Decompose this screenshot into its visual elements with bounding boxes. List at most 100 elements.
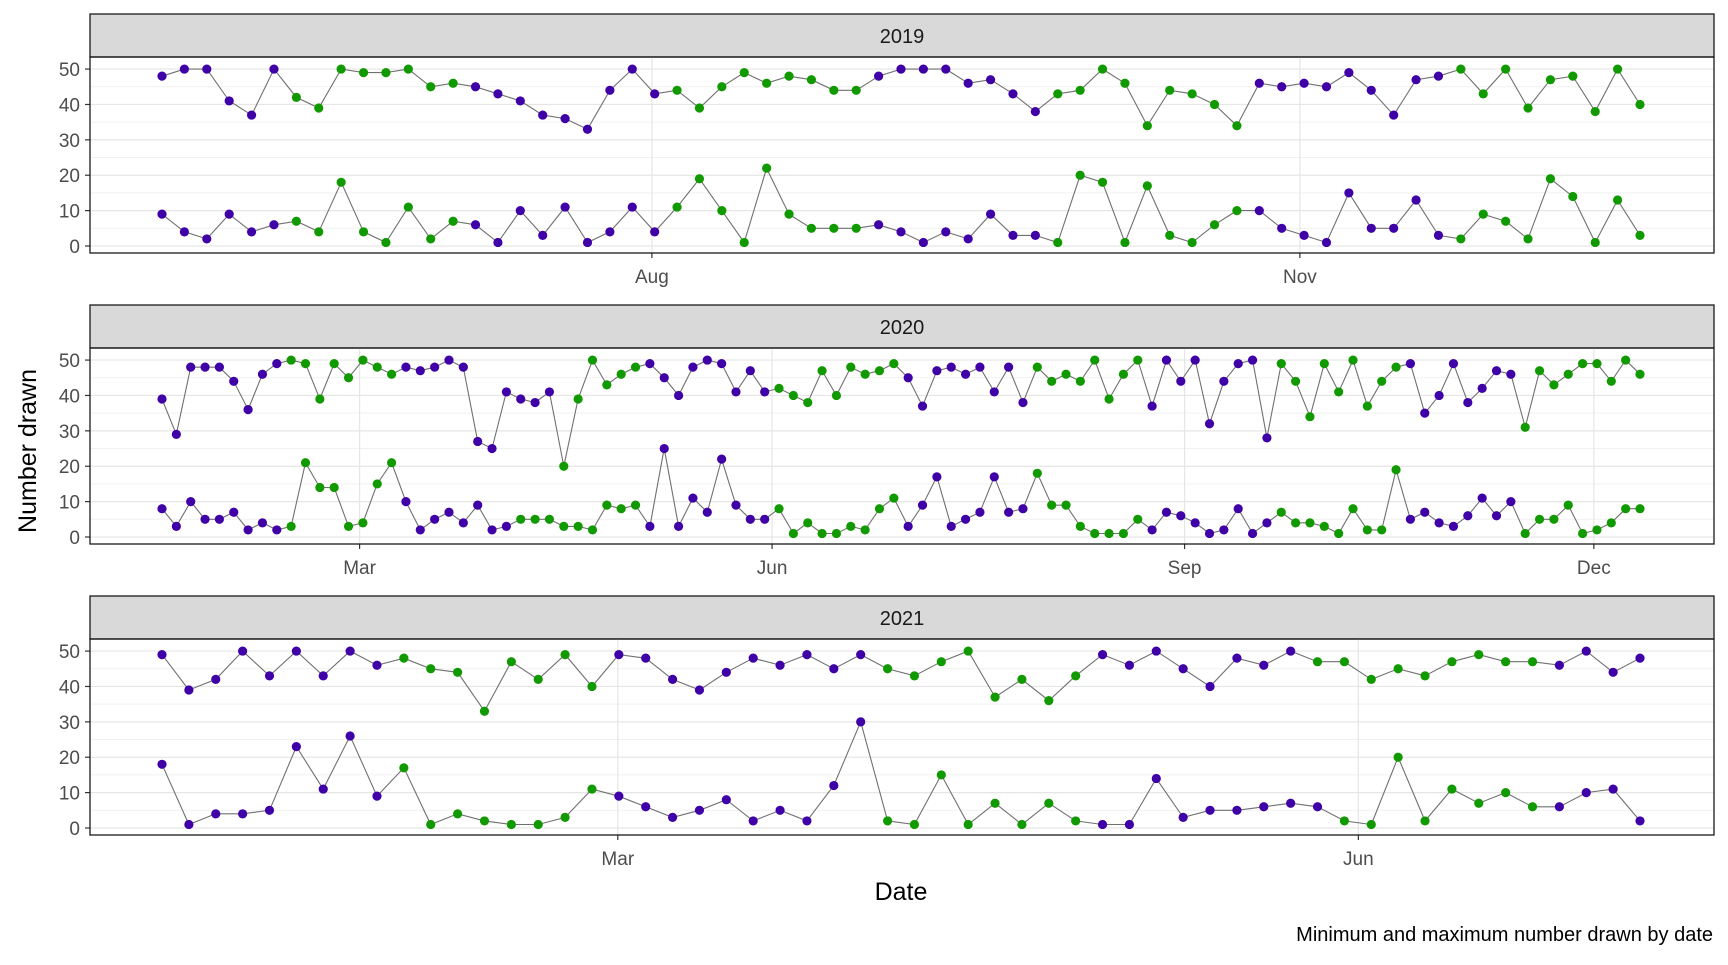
min-point [1606,518,1616,528]
max-point [917,401,928,411]
max-point [829,85,839,95]
min-point [1044,798,1054,808]
y-tick-label: 0 [69,528,80,549]
min-point [318,784,328,794]
max-point [1391,362,1401,372]
max-point [1204,419,1215,429]
max-point [1008,89,1018,99]
max-point [157,71,167,81]
max-point [533,674,543,684]
min-point [1420,507,1430,517]
y-tick-label: 10 [59,202,80,223]
min-point [717,206,727,216]
min-point [1205,805,1215,815]
min-point [426,234,436,244]
min-point [918,237,928,248]
min-point [1635,230,1645,240]
max-point [602,380,612,390]
min-point [1590,237,1600,248]
max-point [426,664,436,674]
max-point [650,89,660,99]
min-point [314,227,324,237]
min-point [559,521,569,531]
min-point [1563,500,1573,510]
min-point [803,518,813,528]
max-point [1075,85,1085,95]
min-point [963,234,973,244]
min-point [1204,528,1215,539]
min-point [990,798,1000,808]
max-point [1133,355,1143,365]
max-point [538,110,548,120]
min-point [470,220,481,230]
max-point [501,387,511,397]
min-point [372,479,382,489]
max-point [1520,422,1530,432]
max-point [630,362,641,372]
max-point [587,681,597,692]
min-point [264,805,275,815]
max-point [399,653,409,663]
max-point [453,667,463,677]
min-series-line [161,448,1640,535]
max-point [473,436,483,447]
max-point [829,664,839,674]
max-point [1017,674,1027,684]
min-point [1286,798,1296,808]
min-point [315,482,325,493]
max-point [760,387,770,397]
min-point [453,809,463,819]
min-point [1124,819,1135,830]
min-point [739,237,749,248]
min-point [672,202,682,212]
max-point [1061,369,1071,379]
max-point [932,366,942,376]
max-point [673,390,684,401]
max-point [1205,681,1215,692]
max-point [329,359,339,369]
min-point [1527,802,1538,812]
x-tick-label: Aug [635,267,669,288]
min-point [1259,802,1269,812]
max-point [1319,359,1329,369]
min-point [426,819,436,830]
min-point [641,802,651,812]
min-point [1262,518,1272,528]
max-point [1434,390,1444,401]
min-point [882,816,893,826]
max-point [264,671,275,681]
max-point [702,355,712,365]
min-point [1291,518,1301,528]
min-point [179,227,189,237]
x-tick-label: Jun [1343,849,1374,870]
max-point [1549,380,1559,390]
min-point [975,507,985,517]
min-point [731,500,741,510]
min-point [1448,521,1459,531]
max-point [1291,376,1301,386]
max-point [1004,362,1014,372]
y-axis-title: Number drawn [14,369,42,533]
min-point [1405,514,1416,524]
max-point [336,64,346,74]
min-point [1447,784,1457,794]
min-point [448,216,458,226]
max-point [530,397,540,408]
y-tick-label: 10 [59,493,80,514]
max-point [688,362,698,372]
max-point [314,103,324,113]
min-point [1506,497,1516,507]
max-point [1606,376,1616,386]
max-point [1348,355,1358,365]
min-point [989,472,999,482]
max-point [851,85,861,95]
max-point [186,362,196,372]
min-point [573,521,583,531]
min-point [403,202,413,212]
min-point [415,525,425,535]
max-point [582,124,593,134]
min-point [1190,518,1200,528]
max-point [345,646,355,656]
min-point [1433,230,1444,240]
y-tick-label: 40 [59,95,80,116]
